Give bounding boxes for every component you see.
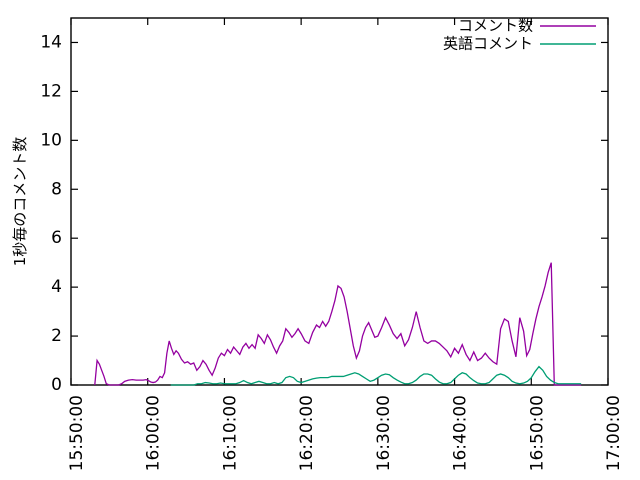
x-tick-label: 16:00:00: [144, 395, 164, 471]
x-tick-label: 16:50:00: [527, 395, 547, 471]
y-axis-title: 1秒毎のコメント数: [11, 137, 29, 267]
x-tick-label: 15:50:00: [67, 395, 87, 471]
y-tick-label: 4: [51, 277, 62, 297]
y-tick-label: 6: [51, 228, 62, 248]
y-tick-label: 10: [40, 130, 62, 150]
y-tick-label: 8: [51, 179, 62, 199]
x-tick-label: 16:30:00: [374, 395, 394, 471]
series-line-1: [94, 262, 582, 386]
x-tick-label: 16:40:00: [451, 395, 471, 471]
y-tick-label: 2: [51, 326, 62, 346]
plot-border: [70, 17, 609, 386]
x-tick-label: 17:00:00: [604, 395, 624, 471]
y-tick-label: 12: [40, 81, 62, 101]
y-tick-label: 0: [51, 375, 62, 395]
legend-label-1: コメント数: [458, 17, 533, 35]
y-tick-label: 14: [40, 32, 62, 52]
x-tick-label: 16:20:00: [297, 395, 317, 471]
series-line-2: [170, 365, 582, 386]
legend-label-2: 英語コメント: [443, 35, 533, 53]
x-tick-label: 16:10:00: [220, 395, 240, 471]
